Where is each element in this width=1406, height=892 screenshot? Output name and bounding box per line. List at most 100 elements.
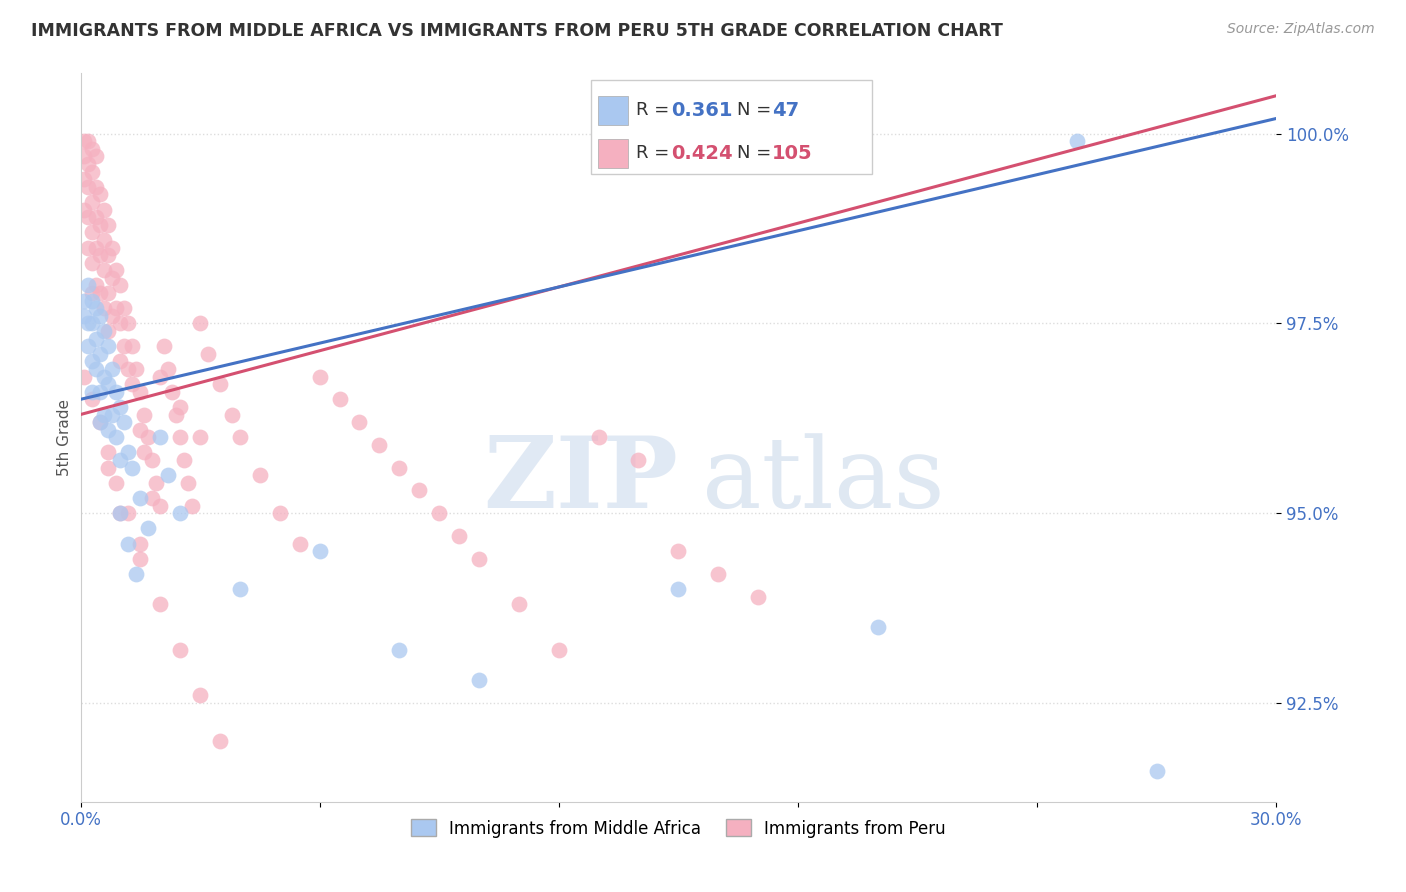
Point — [129, 384, 152, 399]
Point — [149, 597, 172, 611]
Point — [547, 642, 569, 657]
Point — [110, 506, 132, 520]
Text: N =: N = — [737, 102, 776, 120]
Point — [427, 506, 450, 520]
Point — [129, 423, 152, 437]
Point — [77, 278, 100, 293]
Point — [160, 384, 183, 399]
Point — [82, 194, 104, 209]
Point — [86, 210, 108, 224]
Point — [153, 339, 176, 353]
Point — [93, 202, 115, 217]
Point — [105, 475, 128, 490]
Point — [89, 218, 111, 232]
Point — [89, 347, 111, 361]
Point — [134, 445, 156, 459]
Point — [468, 673, 491, 687]
Point — [101, 362, 124, 376]
Point — [188, 430, 211, 444]
Point — [368, 438, 391, 452]
Point — [77, 210, 100, 224]
Point — [121, 460, 143, 475]
Point — [112, 301, 135, 316]
Point — [308, 369, 330, 384]
Point — [129, 536, 152, 550]
Point — [208, 734, 231, 748]
Text: N =: N = — [737, 145, 776, 162]
Point — [89, 309, 111, 323]
Point — [181, 499, 204, 513]
Point — [121, 377, 143, 392]
Text: atlas: atlas — [702, 434, 945, 529]
Point — [288, 536, 311, 550]
Point — [208, 377, 231, 392]
Point — [188, 317, 211, 331]
Point — [588, 430, 610, 444]
Point — [89, 187, 111, 202]
Point — [308, 544, 330, 558]
Point — [105, 384, 128, 399]
Point — [97, 324, 120, 338]
Point — [229, 582, 252, 596]
Point — [1066, 134, 1088, 148]
Point — [110, 278, 132, 293]
Point — [82, 392, 104, 407]
Point — [188, 689, 211, 703]
Point — [101, 241, 124, 255]
Point — [97, 423, 120, 437]
Point — [121, 339, 143, 353]
Point — [73, 369, 96, 384]
Point — [221, 408, 243, 422]
Point — [89, 415, 111, 429]
Point — [173, 453, 195, 467]
Point — [73, 172, 96, 186]
Point — [82, 225, 104, 239]
Point — [388, 460, 411, 475]
Point — [73, 134, 96, 148]
Point — [77, 317, 100, 331]
Point — [169, 430, 191, 444]
Point — [1146, 764, 1168, 779]
Point — [468, 551, 491, 566]
Point — [93, 408, 115, 422]
Text: R =: R = — [636, 102, 675, 120]
Point — [112, 415, 135, 429]
Point — [86, 149, 108, 163]
Point — [97, 248, 120, 262]
Point — [125, 362, 148, 376]
Point — [93, 369, 115, 384]
Point — [388, 642, 411, 657]
Point — [101, 408, 124, 422]
Point — [136, 430, 159, 444]
Point — [77, 339, 100, 353]
Point — [86, 278, 108, 293]
Point — [110, 317, 132, 331]
Point — [269, 506, 291, 520]
Point — [449, 529, 471, 543]
Point — [110, 400, 132, 414]
Point — [82, 256, 104, 270]
Point — [117, 445, 139, 459]
Point — [141, 453, 163, 467]
Text: 0.361: 0.361 — [671, 101, 733, 120]
Text: 47: 47 — [772, 101, 799, 120]
Point — [117, 317, 139, 331]
Text: ZIP: ZIP — [484, 433, 678, 530]
Point — [129, 491, 152, 505]
Point — [117, 506, 139, 520]
Point — [73, 293, 96, 308]
Point — [117, 362, 139, 376]
Point — [165, 408, 187, 422]
Text: 0.424: 0.424 — [671, 144, 733, 163]
Point — [97, 377, 120, 392]
Text: R =: R = — [636, 145, 675, 162]
Point — [149, 499, 172, 513]
Point — [77, 134, 100, 148]
Point — [149, 430, 172, 444]
Point — [110, 453, 132, 467]
Point — [73, 202, 96, 217]
Point — [125, 566, 148, 581]
Text: 105: 105 — [772, 144, 813, 163]
Point — [86, 332, 108, 346]
Point — [101, 309, 124, 323]
